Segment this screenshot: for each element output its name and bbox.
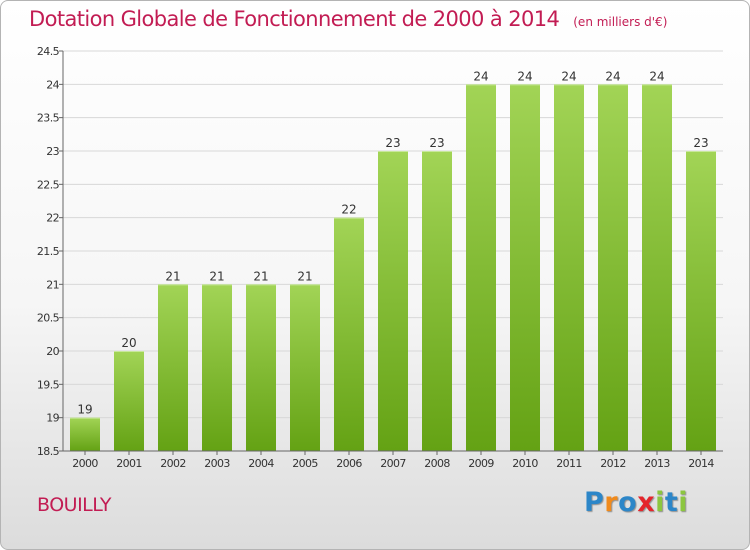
y-tick-label: 22 — [46, 212, 59, 225]
y-tick-label: 22.5 — [37, 178, 60, 191]
x-tick-label-2004: 2004 — [248, 457, 274, 470]
y-tick-label: 18.5 — [37, 445, 60, 458]
bar-2012[interactable] — [598, 84, 628, 451]
value-label-2007: 23 — [385, 136, 400, 150]
bar-2010[interactable] — [510, 84, 540, 451]
x-tick-label-2007: 2007 — [380, 457, 406, 470]
bar-2011[interactable] — [554, 84, 584, 451]
logo-letter: i — [678, 487, 689, 518]
x-tick-label-2012: 2012 — [600, 457, 626, 470]
bar-2000[interactable] — [70, 417, 100, 451]
logo-letter: P — [584, 487, 605, 518]
value-label-2000: 19 — [77, 403, 92, 417]
bar-2008[interactable] — [422, 151, 452, 451]
logo-letter: x — [637, 487, 656, 518]
value-label-2014: 23 — [693, 136, 708, 150]
y-tick-label: 21.5 — [37, 245, 60, 258]
bar-2007[interactable] — [378, 151, 408, 451]
title-text: Dotation Globale de Fonctionnement de 20… — [29, 7, 560, 31]
value-label-2008: 23 — [429, 136, 444, 150]
axes — [59, 50, 723, 455]
x-tick-label-2002: 2002 — [160, 457, 186, 470]
x-tick-label-2000: 2000 — [72, 457, 98, 470]
x-tick-label-2005: 2005 — [292, 457, 318, 470]
value-label-2013: 24 — [649, 69, 664, 83]
y-tick-label: 24 — [46, 78, 59, 91]
x-tick-label-2014: 2014 — [688, 457, 714, 470]
logo-letter: o — [618, 487, 638, 518]
unit-label: (en milliers d'€) — [573, 15, 668, 29]
value-label-2011: 24 — [561, 69, 576, 83]
value-label-2009: 24 — [473, 69, 488, 83]
y-tick-label: 20.5 — [37, 312, 60, 325]
bar-chart: 18.5 19 19.5 20 20.5 21 21.5 22 22.5 23 23.5 24 24.5… — [37, 45, 723, 470]
value-label-2004: 21 — [253, 269, 268, 283]
bar-2014[interactable] — [686, 151, 716, 451]
x-tick-label-2008: 2008 — [424, 457, 450, 470]
value-label-2001: 20 — [121, 336, 136, 350]
logo-letter: i — [655, 487, 665, 518]
y-tick-label: 19.5 — [37, 378, 60, 391]
y-tick-label: 23.5 — [37, 112, 60, 125]
proxiti-logo[interactable]: Proxiti — [584, 487, 688, 518]
y-tick-label: 19 — [46, 412, 59, 425]
location-name: BOUILLY — [37, 494, 111, 516]
value-label-2002: 21 — [165, 269, 180, 283]
x-tick-label-2003: 2003 — [204, 457, 230, 470]
value-label-2012: 24 — [605, 69, 620, 83]
labels: 18.5 19 19.5 20 20.5 21 21.5 22 22.5 23 23.5 24 24.5… — [37, 45, 715, 470]
y-tick-label: 23 — [46, 145, 59, 158]
bar-2004[interactable] — [246, 284, 276, 451]
bars — [70, 84, 716, 451]
y-tick-label: 20 — [46, 345, 59, 358]
x-tick-label-2006: 2006 — [336, 457, 362, 470]
bar-2005[interactable] — [290, 284, 320, 451]
bar-2013[interactable] — [642, 84, 672, 451]
bar-2001[interactable] — [114, 351, 144, 451]
value-label-2006: 22 — [341, 203, 356, 217]
x-tick-label-2009: 2009 — [468, 457, 494, 470]
x-tick-label-2001: 2001 — [116, 457, 142, 470]
value-label-2003: 21 — [209, 269, 224, 283]
x-tick-label-2013: 2013 — [644, 457, 670, 470]
x-tick-label-2010: 2010 — [512, 457, 538, 470]
x-tick-label-2011: 2011 — [556, 457, 582, 470]
value-label-2005: 21 — [297, 269, 312, 283]
logo-letter: r — [604, 487, 619, 518]
bar-2006[interactable] — [334, 217, 364, 451]
bar-2009[interactable] — [466, 84, 496, 451]
bar-2002[interactable] — [158, 284, 188, 451]
chart-title: Dotation Globale de Fonctionnement de 20… — [29, 7, 667, 31]
bar-2003[interactable] — [202, 284, 232, 451]
y-tick-label: 21 — [46, 278, 59, 291]
value-label-2010: 24 — [517, 69, 532, 83]
logo-letter: t — [664, 487, 679, 518]
y-tick-label: 24.5 — [37, 45, 60, 58]
